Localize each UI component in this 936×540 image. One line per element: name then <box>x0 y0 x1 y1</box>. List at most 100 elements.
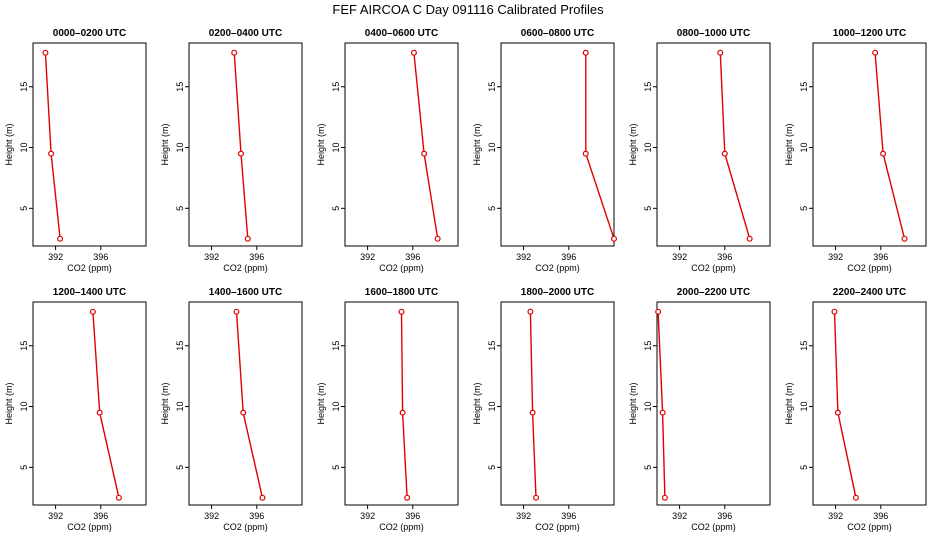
y-axis-label: Height (m) <box>472 123 482 165</box>
y-tick-label: 10 <box>799 143 809 153</box>
panel-title: 2000–2200 UTC <box>677 287 750 298</box>
y-axis-label: Height (m) <box>628 123 638 165</box>
y-axis-label: Height (m) <box>628 382 638 424</box>
profile-point <box>610 235 617 242</box>
plot-frame <box>656 301 771 506</box>
y-axis-label: Height (m) <box>160 382 170 424</box>
x-axis-label: CO2 (ppm) <box>535 522 580 532</box>
y-tick-label: 5 <box>175 465 185 470</box>
y-axis-label: Height (m) <box>316 382 326 424</box>
profile-point <box>746 235 753 242</box>
profile-panel: 1200–1400 UTC 392 396 5 10 15 CO2 (ppm) Height … <box>4 287 147 532</box>
profile-point <box>244 235 251 242</box>
profile-point <box>852 494 859 501</box>
profile-point <box>901 235 908 242</box>
profile-panel: 0800–1000 UTC 392 396 5 10 15 CO2 (ppm) Height … <box>628 28 771 273</box>
profile-point <box>240 409 247 416</box>
y-tick-label: 10 <box>643 402 653 412</box>
plot-frame <box>812 301 927 506</box>
plot-frame <box>188 42 303 247</box>
plot-frame <box>656 42 771 247</box>
y-axis-label: Height (m) <box>4 123 14 165</box>
panel-title: 0600–0800 UTC <box>521 28 594 39</box>
profile-point <box>404 494 411 501</box>
x-axis-label: CO2 (ppm) <box>67 263 112 273</box>
y-tick-label: 5 <box>643 465 653 470</box>
y-tick-label: 15 <box>799 341 809 351</box>
profile-line <box>657 311 666 498</box>
y-tick-label: 15 <box>331 341 341 351</box>
y-axis-label: Height (m) <box>472 382 482 424</box>
plot-frame <box>500 301 615 506</box>
panel-title: 0400–0600 UTC <box>365 28 438 39</box>
y-tick-label: 15 <box>643 341 653 351</box>
plot-frame <box>32 42 147 247</box>
profile-point <box>231 49 238 56</box>
panel-title: 1200–1400 UTC <box>53 287 126 298</box>
x-tick-label: 392 <box>672 252 687 262</box>
x-tick-label: 396 <box>561 252 576 262</box>
plot-frame <box>32 301 147 506</box>
profile-point <box>233 308 240 315</box>
x-tick-label: 396 <box>405 252 420 262</box>
x-tick-label: 392 <box>204 252 219 262</box>
plot-frame <box>500 42 615 247</box>
y-axis-label: Height (m) <box>4 382 14 424</box>
profile-point <box>872 49 879 56</box>
y-tick-label: 15 <box>19 341 29 351</box>
x-tick-label: 396 <box>93 252 108 262</box>
y-tick-label: 10 <box>331 143 341 153</box>
panel-title: 1600–1800 UTC <box>365 287 438 298</box>
profile-point <box>115 494 122 501</box>
profile-point <box>582 49 589 56</box>
y-tick-label: 10 <box>331 402 341 412</box>
x-tick-label: 392 <box>828 511 843 521</box>
profile-point <box>533 494 540 501</box>
profile-line <box>44 52 61 239</box>
profile-point <box>659 409 666 416</box>
plot-frame <box>812 42 927 247</box>
x-tick-label: 392 <box>48 252 63 262</box>
profile-point <box>661 494 668 501</box>
profile-line <box>874 52 906 239</box>
y-tick-label: 5 <box>19 206 29 211</box>
panel-title: 1800–2000 UTC <box>521 287 594 298</box>
y-tick-label: 15 <box>175 341 185 351</box>
profile-panel: 2000–2200 UTC 392 396 5 10 15 CO2 (ppm) Height … <box>628 287 771 532</box>
y-tick-label: 10 <box>19 402 29 412</box>
profile-panel: 0600–0800 UTC 392 396 5 10 15 CO2 (ppm) Height … <box>472 28 617 273</box>
x-tick-label: 392 <box>516 252 531 262</box>
profile-point <box>410 49 417 56</box>
y-axis-label: Height (m) <box>784 123 794 165</box>
profile-line <box>235 311 264 498</box>
x-tick-label: 396 <box>873 252 888 262</box>
x-axis-label: CO2 (ppm) <box>379 522 424 532</box>
y-tick-label: 10 <box>175 402 185 412</box>
profile-line <box>529 311 537 498</box>
profile-point <box>529 409 536 416</box>
figure-title: FEF AIRCOA C Day 091116 Calibrated Profi… <box>332 2 604 17</box>
plot-frame <box>344 42 459 247</box>
profile-point <box>655 308 662 315</box>
x-axis-label: CO2 (ppm) <box>67 522 112 532</box>
profile-line <box>585 52 615 239</box>
x-tick-label: 396 <box>561 511 576 521</box>
profile-point <box>721 150 728 157</box>
profile-point <box>398 308 405 315</box>
profile-point <box>717 49 724 56</box>
y-axis-label: Height (m) <box>160 123 170 165</box>
profile-panel: 1400–1600 UTC 392 396 5 10 15 CO2 (ppm) Height … <box>160 287 303 532</box>
panel-title: 0800–1000 UTC <box>677 28 750 39</box>
x-axis-label: CO2 (ppm) <box>691 263 736 273</box>
y-tick-label: 15 <box>799 82 809 92</box>
profile-point <box>582 150 589 157</box>
profile-point <box>399 409 406 416</box>
y-tick-label: 15 <box>331 82 341 92</box>
profile-panel: 1000–1200 UTC 392 396 5 10 15 CO2 (ppm) Height … <box>784 28 927 273</box>
profile-point <box>57 235 64 242</box>
y-tick-label: 5 <box>19 465 29 470</box>
x-tick-label: 396 <box>405 511 420 521</box>
panel-title: 0200–0400 UTC <box>209 28 282 39</box>
panel-title: 1400–1600 UTC <box>209 287 282 298</box>
